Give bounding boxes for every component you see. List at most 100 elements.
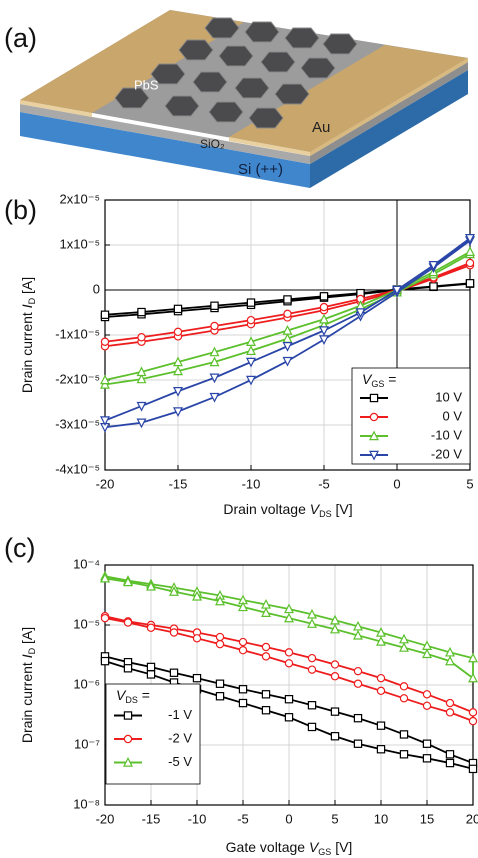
marker [284,603,294,614]
au-left-pad [20,10,244,113]
x-axis-label: Gate voltage VGS [V] [226,839,353,858]
flake [248,107,284,129]
marker [330,660,340,669]
series-line [104,615,474,723]
marker [282,324,293,335]
marker [465,246,475,256]
marker [399,642,409,652]
flake [274,83,310,105]
y-tick-label: -1x10⁻⁵ [55,326,100,341]
au-right-pad [229,45,468,152]
marker [261,706,271,715]
flake [178,39,214,61]
marker [465,234,475,244]
marker [284,648,294,657]
legend-marker [123,756,133,767]
marker [246,345,256,355]
legend-label: -2 V [168,730,192,745]
marker [283,295,292,304]
marker [376,745,386,754]
legend-label: -5 V [168,754,192,769]
panel-label: (b) [4,195,37,225]
marker [215,679,225,688]
x-tick-label: 0 [285,811,292,826]
marker [422,648,432,659]
marker [445,698,455,708]
marker [136,373,147,384]
marker [283,309,292,319]
marker [246,357,256,368]
marker [284,713,294,722]
marker [215,639,225,649]
marker [209,356,220,367]
marker [319,326,329,337]
legend-label: 10 V [435,389,462,404]
marker [319,313,329,324]
pbs-label: PbS [134,77,159,92]
marker [123,664,133,673]
marker [445,758,455,768]
marker [192,673,202,683]
legend-marker [369,412,379,422]
marker [468,652,478,663]
marker [146,662,156,672]
y-tick-label: 2x10⁻⁵ [60,191,100,206]
marker [307,608,317,619]
marker [355,308,366,319]
marker [428,261,439,271]
x-tick-label: -15 [142,811,161,826]
y-tick-label: 10⁻⁷ [74,736,100,751]
x-tick-label: -20 [96,476,115,491]
marker [376,636,386,646]
label-text: Drain current [19,658,35,743]
marker [261,652,271,661]
label-text: Drain voltage [223,501,309,517]
marker [353,666,363,676]
marker [284,694,294,704]
marker [169,668,179,677]
marker [422,739,432,748]
marker [100,613,110,623]
marker [399,750,409,759]
marker [100,374,110,385]
marker [284,659,294,668]
y-tick-label: 1x10⁻⁵ [60,236,100,251]
marker [123,576,133,587]
marker [319,302,329,312]
sio2-side-face [310,62,468,164]
legend-label: -20 V [431,446,462,461]
marker [319,292,329,301]
marker [422,690,432,699]
label-variable: I [19,304,35,308]
marker [209,392,220,403]
y-tick-label: -4x10⁻⁵ [55,461,100,476]
marker [330,707,340,716]
marker [445,750,455,759]
marker [238,637,248,647]
legend-title-text: = [138,687,150,703]
flake [284,27,320,49]
marker [136,366,147,377]
marker [100,310,110,319]
marker [146,623,156,632]
marker [284,612,294,623]
marker [238,646,248,655]
flake [234,77,270,99]
x-tick-label: 10 [374,811,388,826]
marker [137,333,146,342]
sio2-label: SiO₂ [200,137,225,151]
marker [261,642,271,652]
label-text: [A] [19,277,35,298]
marker [353,629,363,640]
marker [210,321,219,331]
panel-label: (c) [4,533,35,563]
marker [422,701,432,711]
marker [468,764,478,774]
legend-title-variable: V [362,371,373,387]
marker [169,586,179,596]
marker [136,418,147,429]
legend-marker [369,450,379,461]
flake [164,95,200,117]
x-tick-label: 5 [331,811,338,826]
